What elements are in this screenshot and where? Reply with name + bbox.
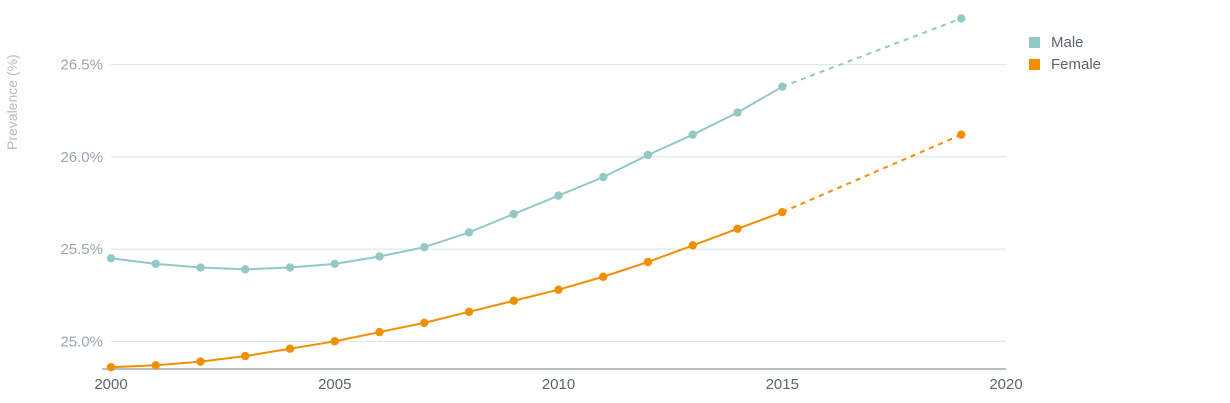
legend: Male Female [1029,34,1101,73]
male-point[interactable] [778,82,787,91]
female-point[interactable] [599,272,608,281]
female-point[interactable] [509,296,518,305]
legend-swatch-female [1029,59,1040,70]
male-point[interactable] [599,172,608,182]
male-point[interactable] [151,259,160,269]
series-layer [106,14,966,372]
female-point[interactable] [375,327,384,337]
y-axis-title: Prevalence (%) [4,54,20,150]
male-point[interactable] [196,263,205,272]
y-axis: 25.0% 25.5% 26.0% 26.5% [60,57,103,351]
female-point[interactable] [688,241,697,250]
female-point[interactable] [196,357,205,366]
male-line [110,85,783,271]
female-point[interactable] [330,337,339,346]
legend-swatch-male [1029,37,1040,48]
x-axis: 2000 2005 2010 2015 2020 [94,368,1023,393]
legend-label-male[interactable]: Male [1051,34,1084,51]
x-tick-label: 2015 [766,376,799,393]
male-point[interactable] [241,265,250,274]
female-line [110,211,783,369]
male-point[interactable] [643,150,653,160]
series-male [106,14,966,274]
male-point[interactable] [554,191,563,200]
male-point[interactable] [733,108,742,117]
x-tick-label: 2020 [989,376,1022,393]
x-tick-label: 2010 [542,376,575,393]
male-point[interactable] [285,263,295,272]
female-point[interactable] [778,207,787,217]
female-point[interactable] [554,285,563,294]
male-point[interactable] [420,243,429,252]
male-point[interactable] [688,130,697,139]
x-tick-label: 2005 [318,376,351,393]
male-projection-line [781,17,962,88]
female-point[interactable] [643,257,653,267]
x-tick-label: 2000 [94,376,127,393]
female-point[interactable] [420,318,429,328]
male-point[interactable] [375,252,384,261]
gridlines [111,64,1006,342]
y-tick-label: 25.5% [60,241,103,258]
y-tick-label: 25.0% [60,333,103,350]
male-point[interactable] [330,259,339,269]
female-point[interactable] [241,351,250,361]
y-tick-label: 26.0% [60,149,103,166]
male-point[interactable] [464,228,474,237]
female-projection-line [781,133,962,214]
female-point[interactable] [151,361,160,370]
series-female [106,130,966,372]
female-projection-point[interactable] [957,130,966,139]
male-point[interactable] [509,209,518,219]
female-point[interactable] [733,224,742,233]
female-point[interactable] [285,344,295,353]
male-projection-point[interactable] [957,14,966,23]
male-point[interactable] [106,254,116,263]
y-tick-label: 26.5% [60,57,103,74]
female-point[interactable] [464,307,474,317]
legend-label-female[interactable]: Female [1051,56,1101,73]
female-point[interactable] [106,362,116,372]
